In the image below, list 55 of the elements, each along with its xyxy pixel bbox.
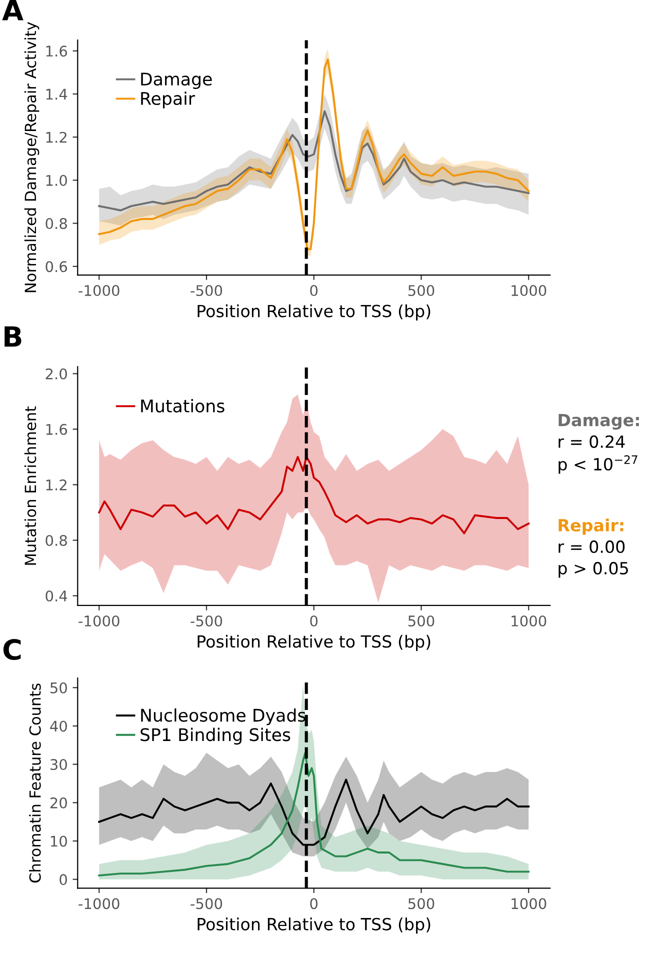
x-tick-label: -1000 bbox=[78, 285, 120, 296]
y-tick-label: 30 bbox=[50, 759, 67, 770]
x-tick-label: -1000 bbox=[78, 898, 120, 910]
y-axis-title: Mutation Enrichment bbox=[24, 406, 36, 565]
y-tick-label: 1.6 bbox=[46, 46, 68, 57]
y-tick-label: 20 bbox=[50, 797, 67, 808]
y-tick-label: 1.0 bbox=[46, 174, 67, 186]
legend-label: Mutations bbox=[141, 399, 224, 412]
y-tick-label: 1.4 bbox=[46, 88, 68, 100]
y-tick-label: 1.2 bbox=[46, 132, 66, 143]
text: Repair: bbox=[558, 518, 624, 535]
y-tick-label: 10 bbox=[50, 836, 67, 847]
legend-label: Repair bbox=[141, 92, 196, 108]
x-tick-label: -1000 bbox=[78, 615, 120, 626]
text: r = 0.24 bbox=[558, 435, 625, 448]
text: p > 0.05 bbox=[558, 562, 628, 578]
y-tick-label: 1.6 bbox=[46, 424, 68, 435]
y-tick-label: 0.4 bbox=[46, 590, 68, 602]
text: Damage: bbox=[558, 414, 639, 430]
y-tick-label: 0 bbox=[60, 874, 67, 886]
line-series bbox=[98, 110, 530, 212]
y-tick-label: 40 bbox=[50, 720, 67, 732]
x-tick-label: 1000 bbox=[512, 285, 546, 296]
x-tick-label: -500 bbox=[190, 898, 222, 910]
text: p < 10$^{−27}$ bbox=[558, 455, 638, 474]
x-tick-label: -500 bbox=[190, 615, 222, 626]
x-tick-label: 0 bbox=[310, 615, 318, 626]
x-tick-label: 1000 bbox=[512, 898, 546, 910]
line-series bbox=[98, 752, 530, 876]
y-tick-label: 0.8 bbox=[46, 534, 67, 546]
x-tick-label: 0 bbox=[310, 285, 318, 296]
legend-label: Nucleosome Dyads bbox=[141, 708, 306, 726]
chart-title: A bbox=[2, 0, 24, 20]
x-axis-title: Position Relative to TSS (bp) bbox=[198, 918, 430, 934]
x-tick-label: 500 bbox=[408, 285, 434, 296]
x-axis-title: Position Relative to TSS (bp) bbox=[198, 634, 430, 651]
y-tick-label: 0.6 bbox=[46, 261, 68, 272]
y-tick-label: 50 bbox=[50, 682, 67, 694]
y-axis-title: Chromatin Feature Counts bbox=[29, 684, 41, 883]
x-tick-label: -500 bbox=[190, 285, 222, 296]
y-tick-label: 1.2 bbox=[46, 479, 66, 490]
y-tick-label: 2.0 bbox=[46, 368, 67, 380]
chart-title: C bbox=[3, 639, 21, 660]
text: r = 0.00 bbox=[558, 540, 625, 554]
chart-title: B bbox=[4, 326, 22, 347]
x-tick-label: 0 bbox=[310, 898, 318, 910]
legend-label: Damage bbox=[141, 72, 212, 89]
y-axis-title: Normalized Damage/Repair Activity bbox=[24, 22, 40, 292]
x-tick-label: 1000 bbox=[512, 615, 546, 626]
y-tick-label: 0.8 bbox=[46, 218, 67, 230]
x-axis-title: Position Relative to TSS (bp) bbox=[198, 304, 430, 321]
line-series bbox=[98, 456, 530, 534]
x-tick-label: 500 bbox=[408, 898, 434, 910]
x-tick-label: 500 bbox=[408, 615, 434, 626]
legend-label: SP1 Binding Sites bbox=[140, 728, 290, 745]
